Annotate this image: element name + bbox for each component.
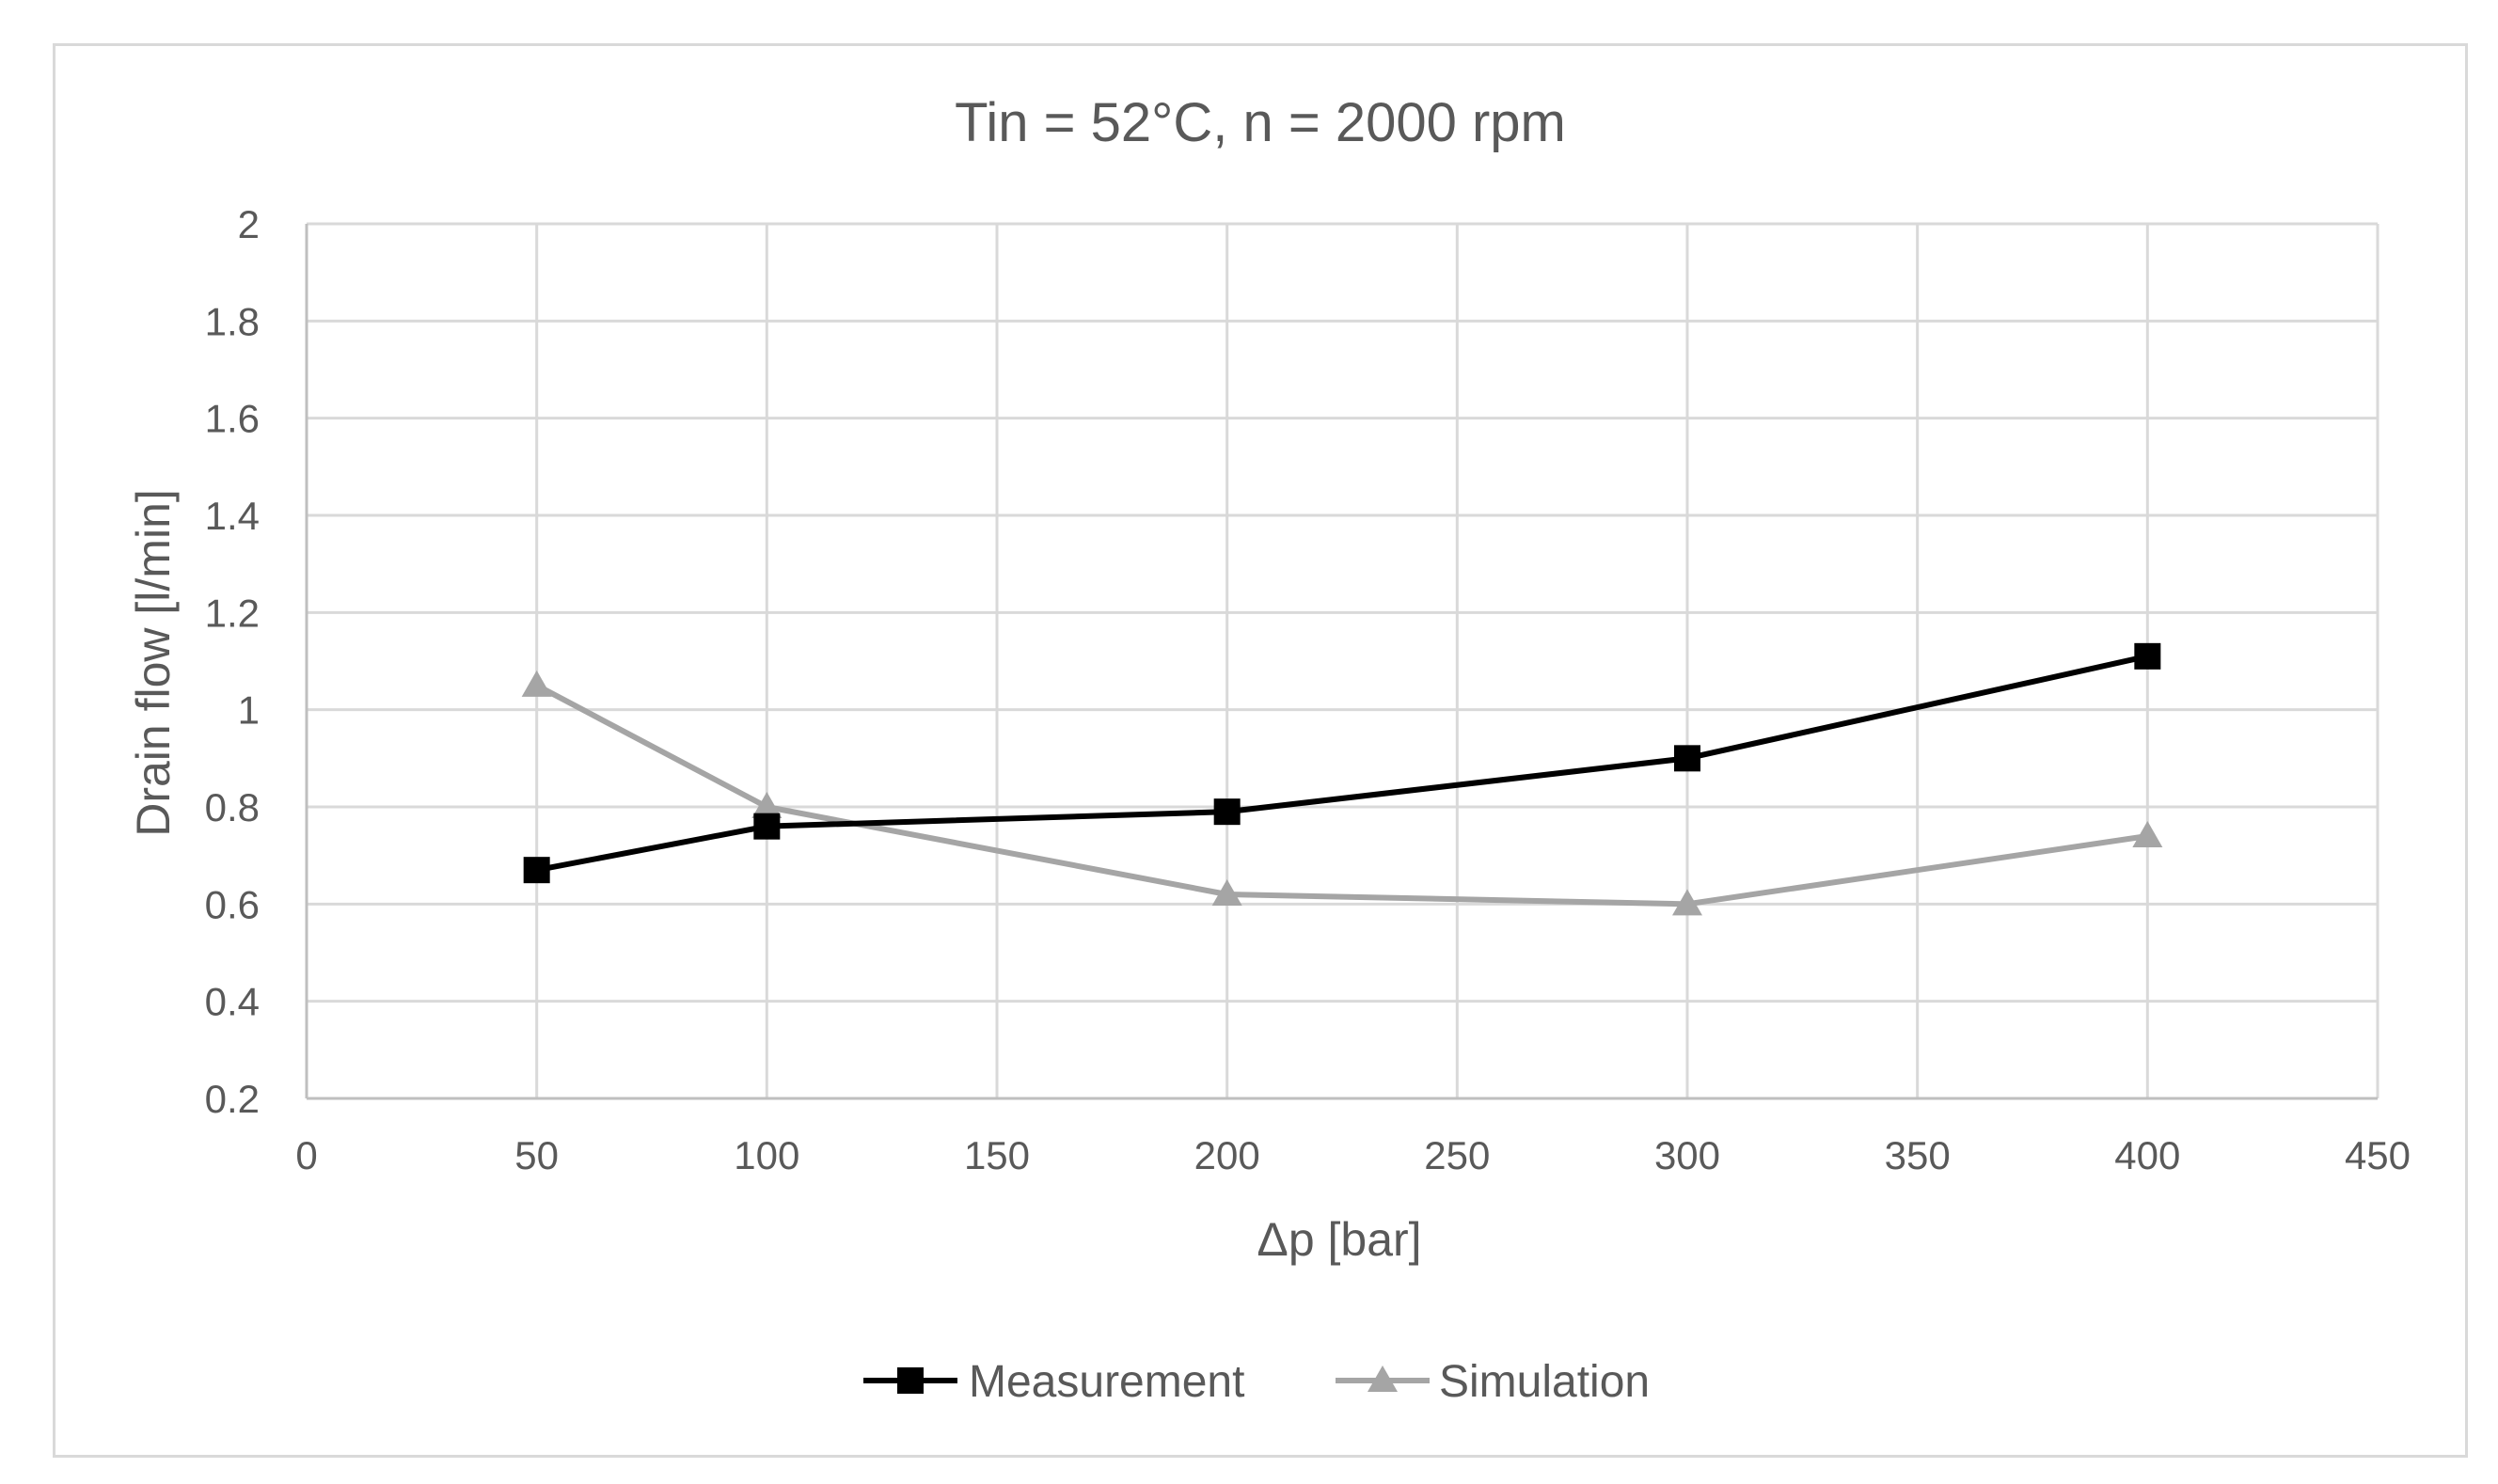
data-point-simulation <box>521 670 552 697</box>
legend-label-measurement: Measurement <box>969 1357 1244 1407</box>
legend-item-simulation: Simulation <box>1336 1357 1650 1407</box>
legend-marker-square <box>897 1367 924 1394</box>
y-tick-label: 0.2 <box>205 1077 260 1121</box>
series <box>521 642 2163 916</box>
y-tick-label: 0.8 <box>205 785 260 829</box>
series-simulation <box>521 670 2163 916</box>
data-point-simulation <box>1672 889 1702 916</box>
x-tick-label: 450 <box>2345 1133 2411 1177</box>
y-tick-label: 1.2 <box>205 591 260 635</box>
data-point-measurement <box>753 813 781 840</box>
y-tick-label: 1.8 <box>205 299 260 343</box>
x-tick-label: 100 <box>734 1133 799 1177</box>
legend-marker-triangle <box>1368 1366 1398 1392</box>
series-line-simulation <box>535 683 2148 908</box>
series-measurement <box>523 642 2161 884</box>
data-point-simulation <box>751 792 783 818</box>
legend: Measurement Simulation <box>863 1357 1650 1407</box>
data-point-simulation <box>2132 821 2163 847</box>
legend-label-simulation: Simulation <box>1439 1357 1650 1407</box>
data-point-measurement <box>2134 642 2161 670</box>
x-tick-labels: 0 50 100 150 200 250 300 350 400 450 <box>295 1133 2411 1177</box>
y-axis-title: Drain flow [l/min] <box>127 489 180 837</box>
x-tick-label: 200 <box>1194 1133 1260 1177</box>
x-tick-label: 50 <box>514 1133 559 1177</box>
y-tick-labels: 0.2 0.4 0.6 0.8 1 1.2 1.4 1.6 1.8 2 <box>205 202 260 1121</box>
data-point-measurement <box>1674 745 1700 772</box>
chart-title: Tin = 52°C, n = 2000 rpm <box>955 92 1566 153</box>
x-tick-label: 250 <box>1424 1133 1490 1177</box>
data-point-measurement <box>1213 798 1241 826</box>
grid <box>307 222 2379 1098</box>
data-point-simulation <box>1211 879 1242 906</box>
x-tick-label: 350 <box>1885 1133 1951 1177</box>
x-axis-title: Δp [bar] <box>1257 1213 1421 1266</box>
y-tick-label: 1 <box>238 688 260 733</box>
legend-item-measurement: Measurement <box>863 1357 1244 1407</box>
chart-area <box>53 43 2468 1458</box>
x-tick-label: 300 <box>1654 1133 1720 1177</box>
y-tick-label: 1.6 <box>205 397 260 441</box>
y-tick-label: 2 <box>238 202 260 246</box>
x-tick-label: 150 <box>964 1133 1030 1177</box>
x-tick-label: 400 <box>2114 1133 2180 1177</box>
y-tick-label: 1.4 <box>205 494 260 538</box>
y-tick-label: 0.6 <box>205 882 260 926</box>
axes <box>305 224 2378 1100</box>
x-tick-label: 0 <box>295 1133 317 1177</box>
data-point-measurement <box>523 857 550 884</box>
y-tick-label: 0.4 <box>205 980 260 1024</box>
